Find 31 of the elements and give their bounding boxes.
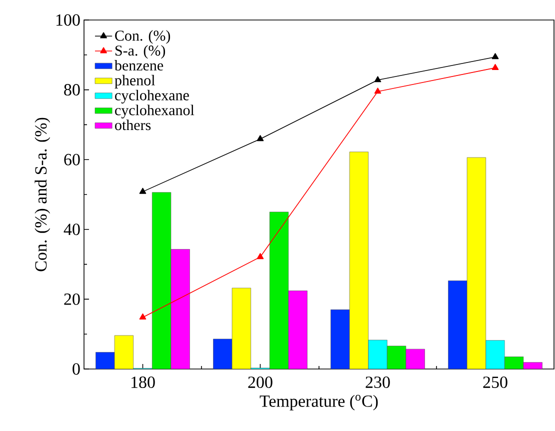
x-tick-label: 200 [248, 376, 272, 388]
bar [114, 335, 134, 369]
y-axis-title: Con. (%) and S-a. (%) [34, 118, 50, 272]
x-tick-label: 250 [483, 376, 508, 388]
legend-label: cyclohexanol [115, 104, 194, 118]
y-tick-label: 60 [64, 154, 80, 166]
point [139, 313, 146, 320]
point [492, 53, 499, 60]
bar [466, 157, 486, 369]
legend-label: others [115, 120, 151, 130]
point [374, 88, 382, 94]
legend-label: Con. (%) [115, 30, 170, 44]
y-tick-label: 80 [64, 84, 80, 96]
point [374, 76, 382, 82]
x-tick-label: 230 [366, 376, 390, 388]
x-axis-title: Temperature ($^{o}$C) [260, 394, 378, 410]
x-tick-label: 180 [131, 376, 155, 388]
bar [349, 152, 368, 369]
point [256, 253, 264, 260]
legend-label: cyclohexane [115, 90, 189, 104]
point [256, 135, 264, 142]
point [139, 188, 146, 194]
point [492, 64, 499, 70]
bar [232, 288, 251, 369]
y-tick-label: 100 [56, 14, 80, 26]
y-tick-label: 20 [64, 293, 80, 305]
legend-label: phenol [114, 74, 155, 89]
y-tick-label: 40 [64, 224, 80, 236]
legend-label: benzene [114, 60, 164, 71]
legend-label: S-a. (%) [115, 45, 166, 59]
y-tick-label: 0 [72, 363, 80, 375]
